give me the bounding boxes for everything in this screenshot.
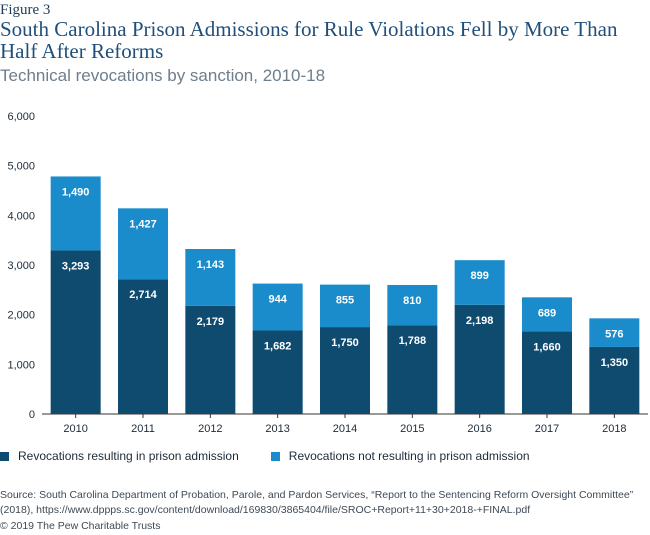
figure-label: Figure 3 [0,2,51,18]
y-tick-label: 6,000 [7,111,35,123]
y-tick-label: 5,000 [7,161,35,173]
bar-segment-prison [320,327,370,414]
legend-swatch-prison [0,451,9,461]
x-tick-label: 2016 [467,423,491,435]
chart-legend: Revocations resulting in prison admissio… [0,449,562,463]
bar-segment-prison [252,330,303,414]
legend-label-prison: Revocations resulting in prison admissio… [18,449,239,463]
bar-segment-prison [118,279,168,414]
data-label: 1,788 [399,335,427,347]
data-label: 689 [538,307,556,319]
data-label: 1,143 [197,259,225,271]
y-tick-label: 0 [29,409,35,421]
bar-segment-not-prison [320,284,370,328]
data-label: 1,490 [62,186,90,198]
data-label: 1,660 [533,342,561,354]
legend-item-prison: Revocations resulting in prison admissio… [0,449,239,463]
legend-label-not-prison: Revocations not resulting in prison admi… [288,449,530,463]
y-tick-label: 4,000 [7,210,35,222]
bar-segment-not-prison [387,284,438,326]
x-tick-label: 2014 [333,423,357,435]
data-label: 1,682 [264,340,292,352]
bar-segment-not-prison [454,260,505,305]
bar-segment-not-prison [118,208,168,280]
legend-swatch-not-prison [270,451,280,461]
bar-segment-prison [589,346,640,414]
bar-segment-prison [454,304,505,414]
data-label: 1,350 [601,357,629,369]
data-label: 944 [268,294,287,306]
data-label: 3,293 [62,260,90,272]
bar-segment-not-prison [522,297,572,332]
y-tick-label: 2,000 [7,310,35,322]
bar-segment-not-prison [589,318,640,347]
data-label: 2,179 [197,316,225,328]
chart-title: South Carolina Prison Admissions for Rul… [0,17,618,63]
x-tick-label: 2010 [63,423,87,435]
data-label: 576 [605,328,623,340]
data-label: 810 [403,295,421,307]
data-label: 855 [336,295,354,307]
x-tick-label: 2013 [265,423,289,435]
data-label: 1,750 [331,337,359,349]
copyright-note: © 2019 The Pew Charitable Trusts [0,520,161,532]
y-tick-label: 3,000 [7,260,35,272]
data-label: 2,714 [129,289,157,301]
stacked-bar-chart: 0 1,000 2,000 3,000 4,000 5,000 6,000 3,293 1,49… [7,111,648,435]
x-tick-label: 2018 [602,423,626,435]
x-tick-label: 2012 [198,423,222,435]
x-tick-label: 2017 [535,423,559,435]
legend-item-not-prison: Revocations not resulting in prison admi… [270,449,530,463]
bar-segment-not-prison [185,249,236,306]
data-label: 1,427 [129,218,157,230]
y-tick-label: 1,000 [7,359,35,371]
data-label: 2,198 [466,315,494,327]
source-note: Source: South Carolina Department of Pro… [0,489,634,516]
bar-segment-prison [522,331,572,414]
x-tick-label: 2015 [400,423,424,435]
bar-segment-not-prison [50,176,101,251]
bar-segment-prison [50,250,101,414]
x-tick-label: 2011 [131,423,155,435]
bar-segment-not-prison [252,283,303,331]
chart-subtitle: Technical revocations by sanction, 2010-… [0,66,326,85]
bar-segment-prison [387,325,438,414]
data-label: 899 [470,270,488,282]
bar-segment-prison [185,305,236,414]
